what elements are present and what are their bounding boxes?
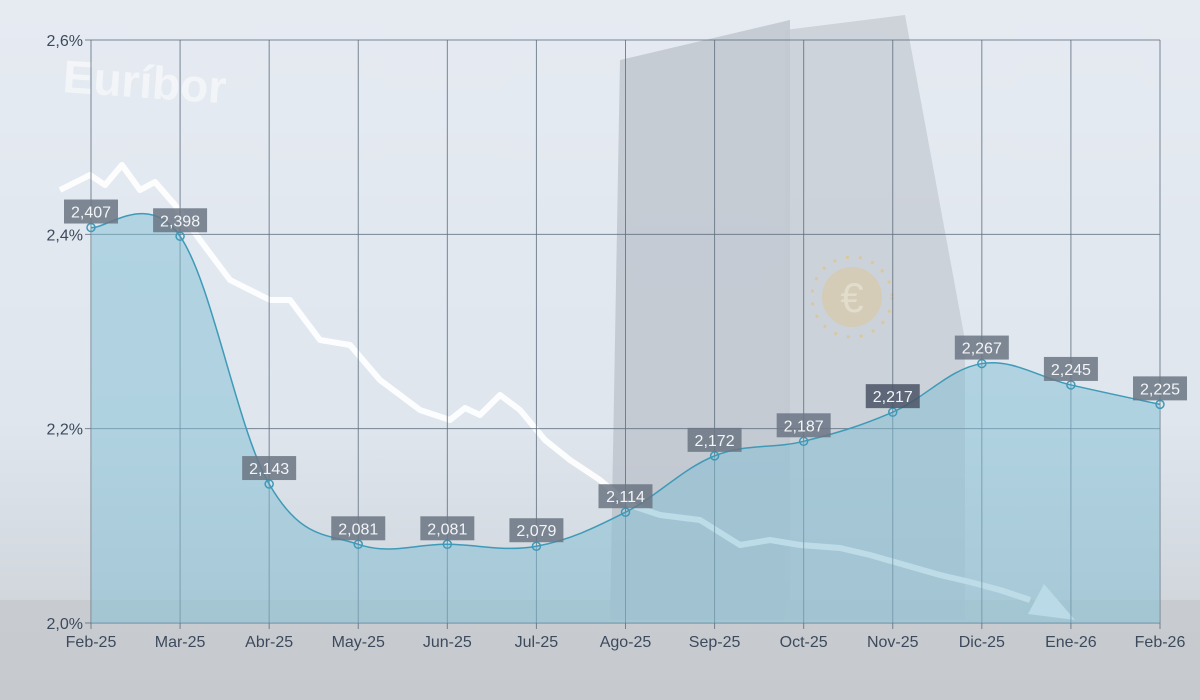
x-tick-label: Mar-25 bbox=[155, 634, 206, 651]
x-tick-label: Feb-26 bbox=[1135, 634, 1186, 651]
data-label-background bbox=[242, 456, 297, 481]
x-tick-label: May-25 bbox=[332, 634, 385, 651]
data-label: 2,143 bbox=[249, 461, 289, 478]
area-fill bbox=[91, 213, 1160, 624]
data-label-background bbox=[687, 427, 742, 452]
x-tick-label: Sep-25 bbox=[689, 634, 741, 651]
data-label: 2,267 bbox=[962, 341, 1002, 358]
data-label-background bbox=[776, 413, 831, 438]
x-tick-label: Oct-25 bbox=[780, 634, 828, 651]
x-tick-label: Dic-25 bbox=[959, 634, 1005, 651]
data-label-background bbox=[865, 384, 920, 409]
x-tick-label: Nov-25 bbox=[867, 634, 919, 651]
data-label-background bbox=[509, 518, 564, 543]
euro-sign-icon: € bbox=[810, 255, 894, 339]
data-label: 2,187 bbox=[784, 418, 824, 435]
data-label-background bbox=[598, 484, 653, 509]
x-tick-label: Abr-25 bbox=[245, 634, 293, 651]
series-line bbox=[90, 213, 1161, 550]
data-label: 2,245 bbox=[1051, 362, 1091, 379]
data-label: 2,081 bbox=[427, 521, 467, 538]
data-label-background bbox=[420, 516, 475, 541]
x-tick-label: Feb-25 bbox=[66, 634, 117, 651]
data-label-background bbox=[954, 335, 1009, 360]
x-tick-label: Jun-25 bbox=[423, 634, 472, 651]
data-label: 2,114 bbox=[606, 489, 645, 506]
data-label: 2,217 bbox=[873, 389, 913, 406]
watermark-title: Euríbor bbox=[61, 50, 228, 113]
data-label: 2,079 bbox=[516, 523, 556, 540]
y-tick-label: 2,4% bbox=[47, 227, 83, 244]
x-tick-label: Jul-25 bbox=[515, 634, 559, 651]
data-label-background bbox=[1133, 376, 1187, 401]
svg-text:€: € bbox=[840, 274, 863, 321]
data-label: 2,081 bbox=[338, 521, 378, 538]
data-label-background bbox=[153, 208, 208, 233]
y-tick-label: 2,2% bbox=[47, 422, 83, 439]
x-tick-label: Ago-25 bbox=[600, 634, 652, 651]
data-label-background bbox=[331, 516, 386, 541]
data-label: 2,225 bbox=[1140, 381, 1180, 398]
data-label: 2,398 bbox=[160, 213, 200, 230]
data-label: 2,172 bbox=[695, 433, 735, 450]
x-tick-label: Ene-26 bbox=[1045, 634, 1097, 651]
data-label-background bbox=[1043, 356, 1098, 381]
data-label-background bbox=[64, 199, 118, 224]
y-tick-label: 2,6% bbox=[47, 33, 83, 50]
y-tick-label: 2,0% bbox=[47, 616, 83, 633]
data-label: 2,407 bbox=[71, 205, 111, 222]
